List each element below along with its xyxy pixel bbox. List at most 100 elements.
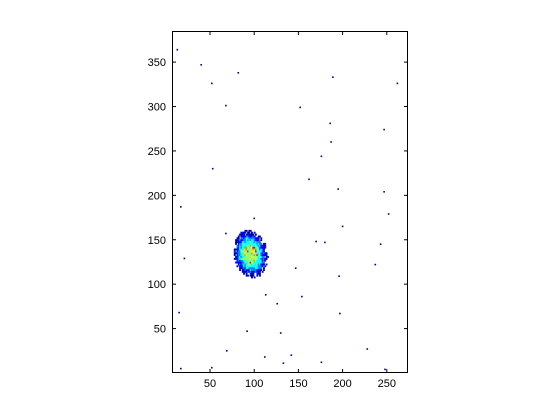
blob-cell-355 (257, 269, 260, 271)
blob-cell-241 (249, 229, 252, 232)
scatter-point-6 (329, 122, 331, 125)
blob-cell-62 (240, 265, 243, 268)
scatter-point-26 (338, 275, 340, 277)
blob-cell-124 (243, 233, 245, 236)
blob-cell-113 (243, 254, 245, 256)
blob-cell-128 (244, 267, 247, 270)
blob-cell-203 (248, 256, 251, 258)
blob-cell-431 (263, 254, 265, 256)
blob-cell-440 (264, 257, 267, 260)
blob-cell-224 (249, 263, 252, 266)
blob-cell-234 (249, 244, 252, 247)
blob-cell-393 (259, 235, 261, 238)
blob-cell-110 (243, 259, 245, 262)
blob-cell-57 (239, 242, 241, 245)
blob-cell-250 (251, 261, 253, 264)
blob-cell-67 (240, 256, 243, 258)
blob-cell-100 (241, 235, 244, 238)
blob-cell-180 (247, 257, 249, 260)
blob-cell-380 (259, 263, 261, 266)
blob-cell-357 (257, 265, 260, 268)
blob-cell-435 (263, 246, 265, 249)
blob-cell-425 (263, 267, 265, 270)
blob-cell-1 (233, 254, 236, 256)
blob-cell-104 (243, 270, 245, 273)
blob-cell-269 (252, 270, 255, 273)
blob-cell-300 (253, 254, 256, 256)
blob-cell-391 (259, 242, 261, 245)
blob-cell-238 (249, 237, 252, 240)
blob-cell-199 (248, 263, 251, 266)
scatter-point-34 (246, 330, 248, 332)
blob-cell-385 (259, 254, 261, 256)
scatter-point-20 (253, 217, 255, 220)
blob-cell-66 (240, 257, 243, 260)
blob-cell-176 (247, 265, 249, 268)
blob-cell-405 (260, 248, 263, 251)
blob-cell-282 (252, 246, 255, 249)
blob-cell-301 (253, 252, 256, 255)
blob-cell-31 (237, 256, 240, 258)
blob-cell-33 (237, 252, 240, 255)
x-tick-label-250: 250 (378, 378, 396, 390)
blob-cell-408 (260, 242, 263, 245)
blob-cell-382 (259, 259, 261, 262)
blob-cell-415 (261, 259, 264, 262)
blob-cell-436 (263, 244, 265, 247)
blob-cell-44 (239, 267, 241, 270)
blob-cell-130 (244, 263, 247, 266)
blob-cell-166 (245, 241, 248, 243)
blob-cell-370 (257, 241, 260, 243)
blob-cell-21 (236, 248, 239, 251)
blob-cell-115 (243, 250, 245, 253)
blob-cell-261 (251, 241, 253, 243)
blob-cell-229 (249, 254, 252, 256)
blob-cell-192 (247, 235, 249, 238)
blob-cell-363 (257, 254, 260, 256)
blob-cell-136 (244, 252, 247, 255)
blob-cell-168 (245, 237, 248, 240)
blob-cell-103 (243, 272, 245, 275)
blob-cell-120 (243, 241, 245, 243)
blob-cell-206 (248, 250, 251, 253)
blob-cell-276 (252, 257, 255, 260)
scatter-point-21 (225, 232, 227, 235)
blob-cell-317 (255, 261, 257, 264)
scatter-point-24 (324, 241, 326, 244)
blob-cell-171 (245, 229, 248, 232)
blob-cell-20 (236, 250, 239, 253)
blob-cell-354 (257, 270, 260, 273)
blob-cell-377 (259, 269, 261, 271)
scatter-point-1 (200, 64, 202, 66)
blob-cell-322 (255, 252, 257, 255)
blob-cell-353 (257, 272, 260, 275)
blob-cell-58 (239, 241, 241, 243)
blob-cell-376 (259, 270, 261, 273)
blob-cell-240 (249, 233, 252, 236)
blob-cell-321 (255, 254, 257, 256)
blob-cell-396 (260, 265, 263, 268)
blob-cell-148 (245, 274, 248, 277)
blob-cell-339 (256, 261, 259, 264)
blob-cell-247 (251, 267, 253, 270)
blob-cell-219 (249, 272, 252, 275)
blob-cell-450 (265, 252, 268, 255)
blob-cell-319 (255, 257, 257, 260)
blob-cell-284 (252, 242, 255, 245)
blob-cell-299 (253, 256, 256, 258)
blob-cell-2 (233, 252, 236, 255)
blob-cell-27 (237, 263, 240, 266)
blob-cell-442 (264, 252, 267, 255)
blob-cell-8 (235, 252, 237, 255)
blob-cell-202 (248, 257, 251, 260)
blob-cell-198 (248, 265, 251, 268)
scatter-point-36 (290, 354, 293, 356)
blob-cell-359 (257, 261, 260, 264)
blob-cell-404 (260, 250, 263, 253)
blob-cell-446 (265, 263, 268, 266)
blob-cell-118 (243, 244, 245, 247)
blob-cell-215 (248, 233, 251, 236)
blob-cell-279 (252, 252, 255, 255)
blob-cell-25 (236, 239, 239, 242)
blob-cell-274 (252, 261, 255, 264)
